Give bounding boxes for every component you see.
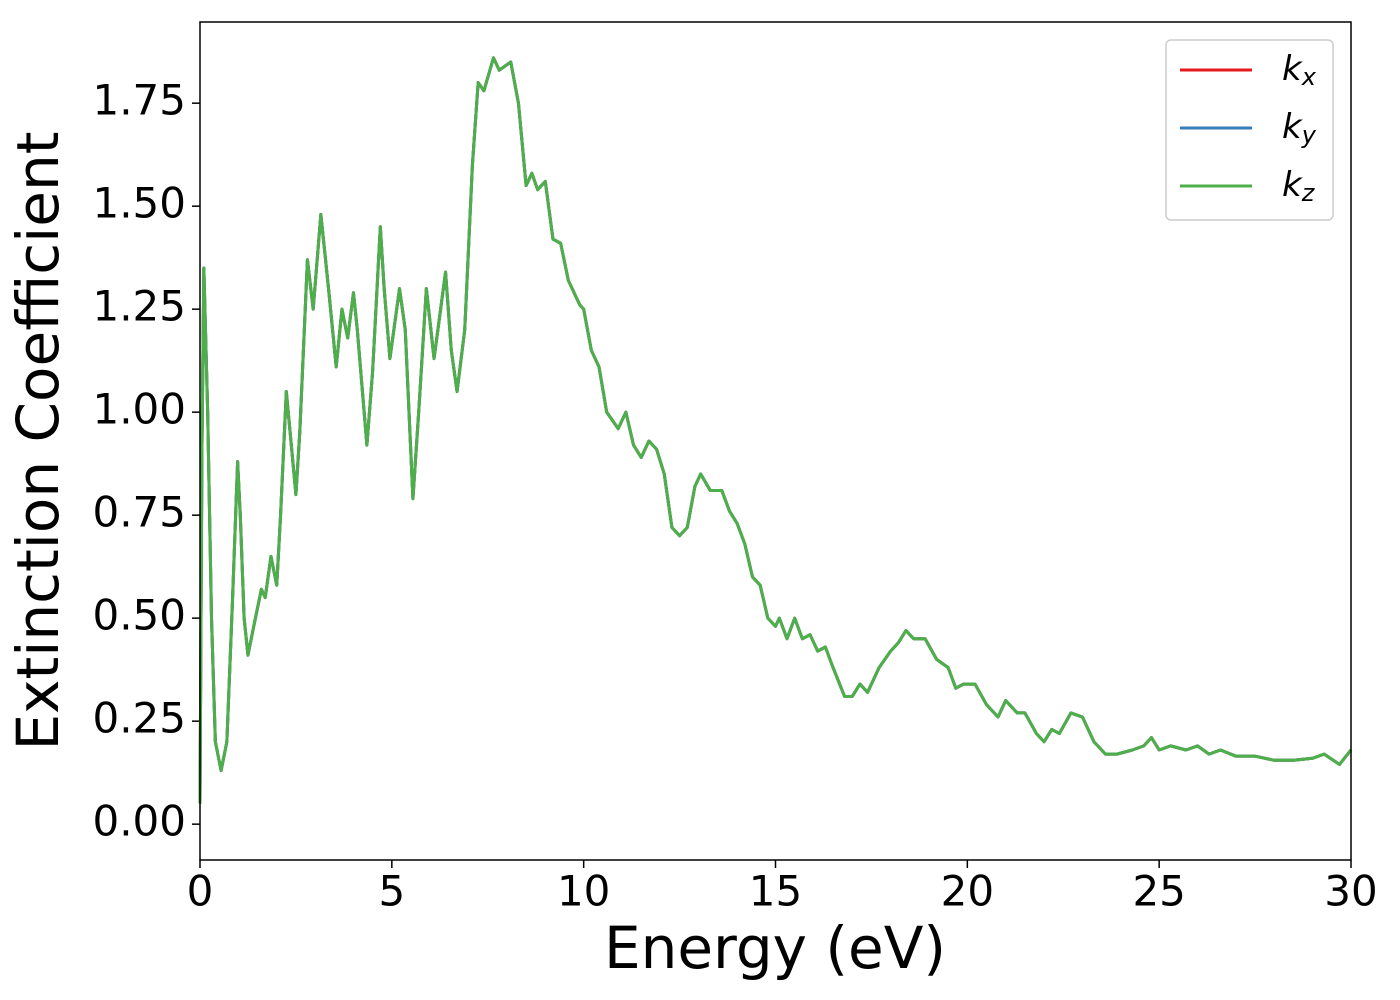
data-line	[198, 56, 1353, 804]
plot-frame	[199, 21, 1352, 861]
x-tick-label: 5	[378, 867, 405, 916]
y-tick-label: 1.25	[92, 282, 186, 331]
y-tick-label: 0.00	[92, 797, 186, 846]
y-tick-label: 0.50	[92, 591, 186, 640]
y-tick-label: 1.75	[92, 76, 186, 125]
x-tick-label: 15	[749, 867, 802, 916]
x-tick-label: 30	[1324, 867, 1377, 916]
x-tick-label: 20	[941, 867, 994, 916]
legend-label: kx	[1282, 49, 1317, 92]
legend-label: ky	[1282, 107, 1317, 150]
y-tick-label: 0.75	[92, 488, 186, 537]
x-tick-label: 10	[557, 867, 610, 916]
x-axis-label: Energy (eV)	[604, 914, 946, 982]
x-tick-label: 0	[187, 867, 214, 916]
y-tick-label: 1.50	[92, 179, 186, 228]
x-tick-label: 25	[1132, 867, 1185, 916]
y-tick-label: 1.00	[92, 385, 186, 434]
plot-area	[198, 56, 1353, 804]
legend-box	[1165, 39, 1334, 221]
legend-label: kz	[1282, 165, 1316, 208]
y-axis-label: Extinction Coefficient	[4, 132, 72, 751]
y-tick-label: 0.25	[92, 694, 186, 743]
